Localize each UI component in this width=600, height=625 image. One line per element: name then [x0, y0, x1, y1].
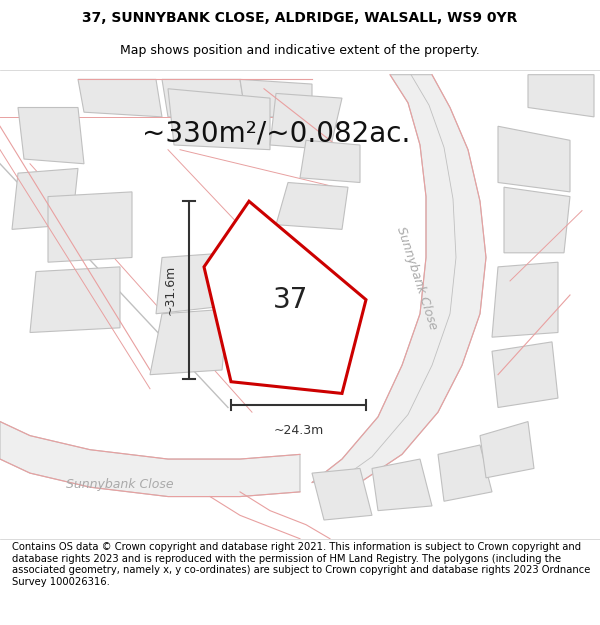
Polygon shape [372, 459, 432, 511]
Polygon shape [12, 168, 78, 229]
Polygon shape [204, 201, 366, 394]
Text: 37: 37 [274, 286, 308, 314]
Text: Map shows position and indicative extent of the property.: Map shows position and indicative extent… [120, 44, 480, 57]
Polygon shape [162, 79, 246, 117]
Text: Sunnybank Close: Sunnybank Close [394, 226, 440, 332]
Polygon shape [0, 421, 300, 496]
Text: ~330m²/~0.082ac.: ~330m²/~0.082ac. [142, 119, 410, 148]
Text: ~31.6m: ~31.6m [163, 265, 176, 316]
Polygon shape [240, 79, 312, 117]
Polygon shape [492, 262, 558, 338]
Text: Sunnybank Close: Sunnybank Close [66, 478, 174, 491]
Polygon shape [438, 445, 492, 501]
Polygon shape [270, 93, 342, 149]
Text: 37, SUNNYBANK CLOSE, ALDRIDGE, WALSALL, WS9 0YR: 37, SUNNYBANK CLOSE, ALDRIDGE, WALSALL, … [82, 11, 518, 24]
Polygon shape [48, 192, 132, 262]
Polygon shape [300, 140, 360, 182]
Polygon shape [168, 89, 270, 149]
Polygon shape [30, 267, 120, 332]
Polygon shape [504, 188, 570, 253]
Polygon shape [18, 107, 84, 164]
Polygon shape [498, 126, 570, 192]
Text: Contains OS data © Crown copyright and database right 2021. This information is : Contains OS data © Crown copyright and d… [12, 542, 590, 587]
Polygon shape [480, 421, 534, 478]
Polygon shape [78, 79, 162, 117]
Polygon shape [150, 309, 228, 374]
Polygon shape [528, 74, 594, 117]
Text: ~24.3m: ~24.3m [274, 424, 323, 438]
Polygon shape [156, 253, 240, 314]
Polygon shape [276, 182, 348, 229]
Polygon shape [312, 469, 372, 520]
Polygon shape [312, 74, 486, 482]
Polygon shape [492, 342, 558, 408]
